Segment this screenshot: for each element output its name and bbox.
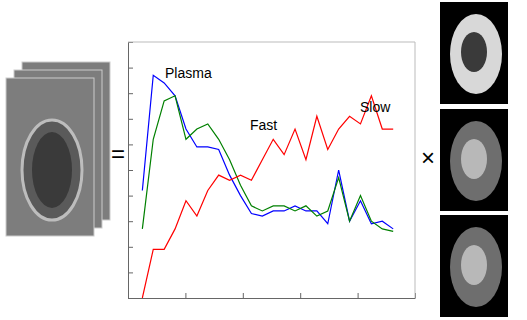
series-label: Fast [250, 117, 277, 133]
tick [128, 119, 133, 120]
series-labels: Plasma Fast Slow [165, 65, 391, 133]
image-slice [6, 78, 94, 236]
map-blob-inner [461, 245, 487, 285]
tick [185, 293, 186, 298]
map-frame [440, 215, 508, 317]
tick-mark [243, 293, 244, 298]
lines [142, 75, 393, 298]
map [440, 215, 508, 317]
tick-mark [128, 68, 133, 69]
series-label: Slow [360, 99, 391, 115]
tick-mark [128, 247, 133, 248]
map-blob-inner [461, 139, 487, 179]
map-frame [440, 109, 508, 211]
tick [243, 293, 244, 298]
tick-mark [128, 298, 133, 299]
frame-right [415, 42, 416, 298]
series-line [142, 96, 393, 232]
map-stack [440, 2, 508, 317]
tick-mark [128, 221, 133, 222]
slice-ring [22, 120, 82, 220]
tick-mark [185, 293, 186, 298]
tick [358, 293, 359, 298]
tick [128, 196, 133, 197]
tick [128, 272, 133, 273]
map-blob [450, 14, 502, 94]
tick-mark [128, 272, 133, 273]
tick [128, 170, 133, 171]
tick [128, 144, 133, 145]
tick-mark [128, 196, 133, 197]
frame-top [128, 42, 415, 43]
map-frame [440, 2, 508, 104]
map [440, 109, 508, 211]
tick-mark [128, 119, 133, 120]
tick [128, 93, 133, 94]
tick [128, 221, 133, 222]
tick [128, 68, 133, 69]
tick-mark [300, 293, 301, 298]
axis-line [129, 298, 416, 299]
tick-mark [358, 293, 359, 298]
slice-core [32, 132, 72, 208]
tick-mark [128, 144, 133, 145]
equals-sign: = [111, 140, 125, 167]
series-label: Plasma [165, 65, 212, 81]
map-blob-inner [461, 32, 487, 72]
tick-mark [128, 93, 133, 94]
x-axis [129, 293, 416, 299]
y-axis [128, 43, 133, 299]
map [440, 2, 508, 104]
figure: = × Plasma Fast Slow [0, 0, 527, 320]
tick-mark [128, 170, 133, 171]
map-blob [450, 121, 502, 201]
plot-background [128, 42, 415, 298]
tick [300, 293, 301, 298]
image-stack [6, 62, 110, 236]
map-blob [450, 227, 502, 307]
slice-frame [6, 78, 94, 236]
tick [128, 247, 133, 248]
tick [128, 298, 133, 299]
series-line [142, 96, 393, 298]
times-sign: × [421, 144, 435, 171]
